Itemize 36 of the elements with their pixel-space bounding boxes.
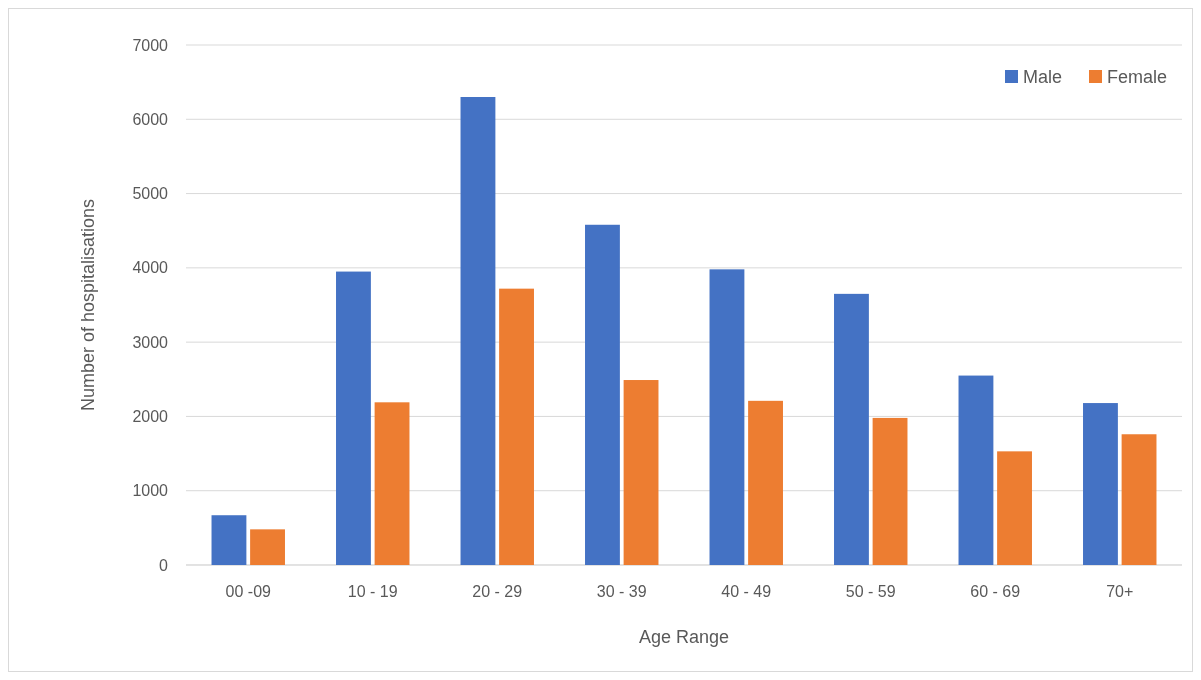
bar	[1083, 403, 1118, 565]
y-tick-label: 0	[159, 556, 169, 574]
bar	[585, 224, 620, 565]
bar	[748, 400, 783, 565]
bar	[709, 269, 745, 565]
bar	[250, 529, 285, 565]
y-tick-label: 1000	[132, 482, 169, 500]
y-tick-label: 6000	[132, 110, 169, 128]
x-tick-label: 00 -09	[225, 583, 272, 600]
bar	[834, 293, 869, 565]
x-tick-label: 60 - 69	[970, 583, 1021, 600]
legend-label: Female	[1107, 67, 1168, 88]
legend-label: Male	[1023, 67, 1063, 88]
bar	[872, 417, 908, 565]
bar	[958, 375, 994, 565]
bar	[211, 515, 247, 565]
bar	[336, 271, 371, 565]
x-tick-label: 30 - 39	[596, 583, 647, 600]
x-tick-label: 20 - 29	[472, 583, 523, 600]
x-tick-label: 40 - 49	[721, 583, 772, 600]
y-tick-label: 2000	[132, 408, 169, 426]
y-axis-title: Number of hospitalisations	[78, 198, 98, 412]
y-tick-label: 4000	[132, 259, 169, 277]
y-tick-label: 3000	[132, 333, 169, 351]
bar	[997, 451, 1032, 565]
bar	[623, 380, 659, 565]
bar	[499, 288, 534, 565]
y-tick-label: 7000	[132, 36, 169, 54]
x-tick-label: 70+	[1106, 583, 1134, 600]
bar	[374, 402, 410, 565]
x-axis-title: Age Range	[638, 627, 730, 647]
bar	[1121, 434, 1157, 565]
bar	[460, 97, 496, 565]
x-tick-label: 10 - 19	[347, 583, 398, 600]
x-tick-label: 50 - 59	[845, 583, 896, 600]
y-tick-label: 5000	[132, 185, 169, 203]
